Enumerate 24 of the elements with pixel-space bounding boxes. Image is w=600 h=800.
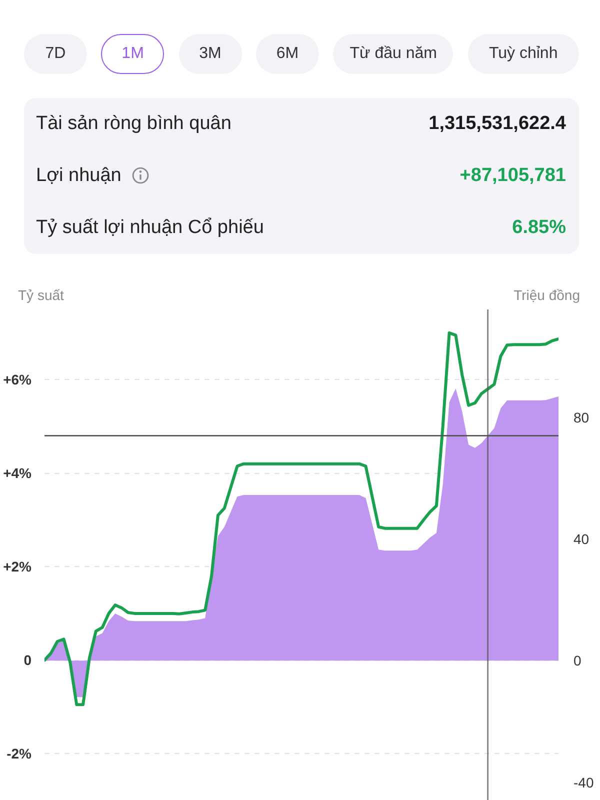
- text: 6.85%: [512, 217, 566, 238]
- y-tick-label: +6%: [3, 372, 32, 388]
- category-label: Từ đầu năm: [333, 34, 454, 74]
- y-tick-label: +2%: [3, 558, 32, 575]
- category-label: Tuỳ chỉnh: [468, 34, 579, 74]
- category-label: Lợi nhuận: [36, 164, 122, 188]
- y2-tick-label: 80: [574, 409, 590, 426]
- category-label: 7D: [24, 34, 87, 74]
- line-series: [44, 331, 558, 706]
- y2-tick-label: 0: [574, 652, 582, 669]
- category-label: 1M: [101, 34, 164, 74]
- category-label: Tỷ suất lợi nhuận Cổ phiếu: [36, 216, 264, 240]
- y2-axis-title: Triệu đồng: [514, 286, 580, 305]
- category-label: Tài sản ròng bình quân: [36, 112, 232, 136]
- y-tick-label: -2%: [6, 746, 32, 762]
- category-label: 6M: [256, 34, 319, 74]
- y2-tick-label: -40: [574, 774, 594, 790]
- text: +87,105,781: [460, 165, 566, 186]
- y-axis-title: Tỷ suất: [18, 286, 64, 305]
- y2-tick-label: 40: [574, 531, 590, 548]
- y-tick-label: 0: [24, 652, 32, 668]
- y-tick-label: +4%: [3, 465, 32, 482]
- category-label: 3M: [178, 34, 242, 74]
- text: 1,315,531,622.4: [428, 113, 566, 134]
